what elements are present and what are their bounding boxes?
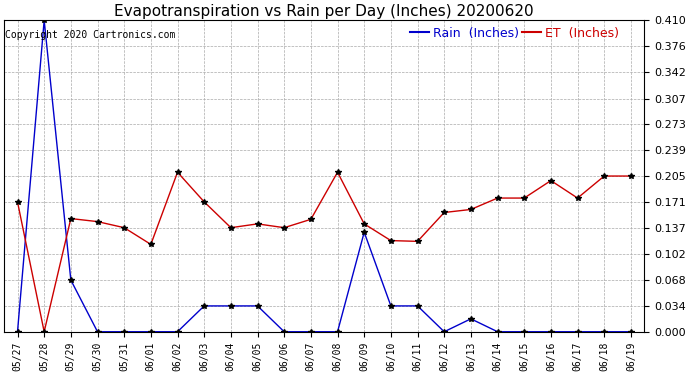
Legend: Rain  (Inches), ET  (Inches): Rain (Inches), ET (Inches) [410,27,619,40]
Title: Evapotranspiration vs Rain per Day (Inches) 20200620: Evapotranspiration vs Rain per Day (Inch… [115,4,534,19]
Text: Copyright 2020 Cartronics.com: Copyright 2020 Cartronics.com [6,30,176,40]
